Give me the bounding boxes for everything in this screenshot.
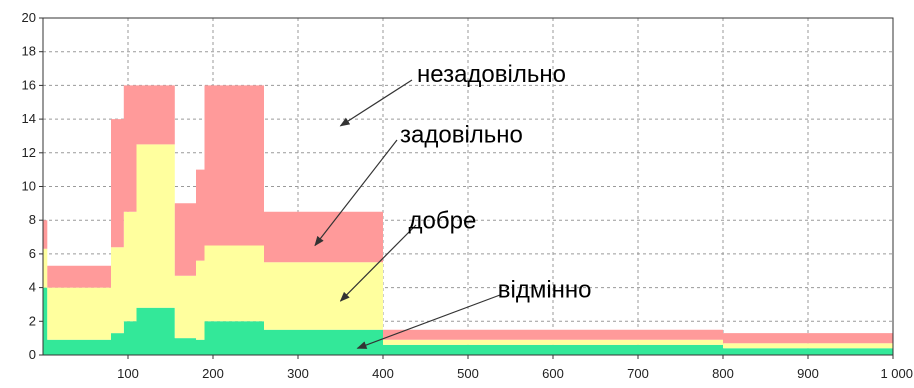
y-tick-label: 18: [22, 44, 36, 59]
x-tick-label: 600: [542, 366, 564, 381]
annotation-label: добре: [409, 208, 477, 235]
x-tick-label: 100: [117, 366, 139, 381]
annotations: незадовільно задовільно добре відмінно: [314, 61, 592, 349]
annotation-arrow: [314, 139, 398, 247]
annotation-arrow: [339, 79, 413, 127]
x-tick-label: 200: [202, 366, 224, 381]
y-tick-label: 14: [22, 111, 36, 126]
x-tick-label: 800: [712, 366, 734, 381]
y-tick-label: 4: [29, 280, 36, 295]
series-area-2: [43, 144, 893, 349]
series-area-4: [43, 85, 893, 344]
y-tick-label: 10: [22, 179, 36, 194]
y-tick-label: 16: [22, 77, 36, 92]
annotation-arrow: [339, 224, 417, 302]
x-tick-label: 500: [457, 366, 479, 381]
x-tick-label: 400: [372, 366, 394, 381]
y-tick-label: 20: [22, 10, 36, 25]
y-tick-label: 2: [29, 313, 36, 328]
annotation-label: відмінно: [498, 277, 592, 304]
annotation-label: незадовільно: [417, 61, 566, 88]
x-tick-label: 900: [797, 366, 819, 381]
y-tick-label: 12: [22, 145, 36, 160]
y-tick-label: 0: [29, 347, 36, 362]
x-tick-label: 300: [287, 366, 309, 381]
y-tick-label: 8: [29, 212, 36, 227]
annotation-arrow: [356, 294, 501, 349]
x-tick-label: 1 000: [880, 366, 913, 381]
x-tick-label: 700: [627, 366, 649, 381]
annotation-label: задовільно: [400, 122, 523, 149]
axis-ticks: 0 2 4 6 8 10 12 14 16 18 20 100 200 300 400 500 600 700 80…: [22, 10, 913, 381]
y-tick-label: 6: [29, 246, 36, 261]
series-area-1: [43, 287, 893, 355]
plot-frame: [42, 17, 894, 356]
plot-areas: [43, 85, 893, 355]
